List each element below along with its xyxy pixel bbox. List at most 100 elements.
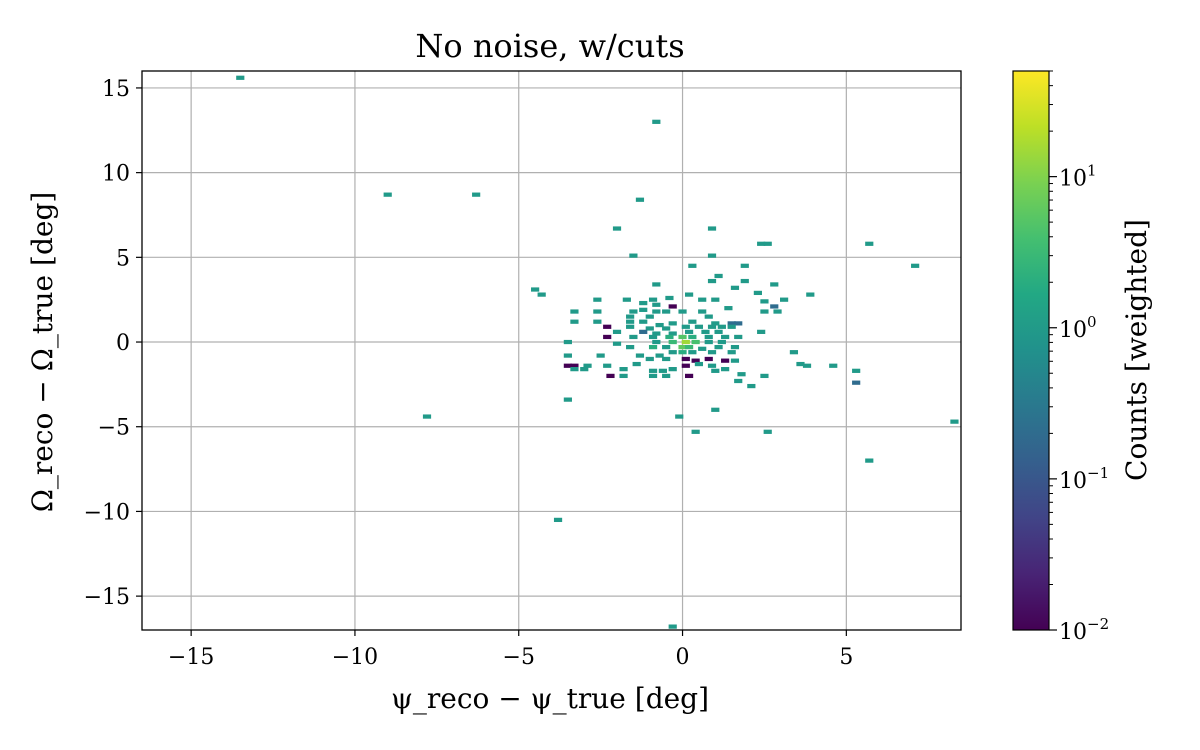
heatmap-bin xyxy=(704,356,713,362)
heatmap-bin xyxy=(626,344,635,350)
heatmap-bin xyxy=(691,429,700,434)
heatmap-bin xyxy=(747,383,756,389)
heatmap-bin xyxy=(730,358,740,363)
heatmap-bin xyxy=(721,334,730,340)
heatmap-bin xyxy=(603,334,612,340)
heatmap-bin xyxy=(668,624,677,629)
heatmap-bin xyxy=(724,306,733,311)
heatmap-bin xyxy=(639,329,648,334)
heatmap-bin xyxy=(612,341,622,346)
heatmap-bin xyxy=(648,344,658,350)
heatmap-bin xyxy=(678,350,687,355)
colorbar-label: Counts [weighted] xyxy=(1120,219,1153,481)
heatmap-bin xyxy=(711,407,720,412)
heatmap-bin xyxy=(681,356,690,362)
heatmap-bin xyxy=(648,297,658,302)
y-tick-label: 15 xyxy=(102,77,130,102)
heatmap-bin xyxy=(711,297,720,302)
heatmap-bin xyxy=(730,285,740,290)
heatmap-bin xyxy=(678,309,687,314)
heatmap-bin xyxy=(707,253,717,258)
heatmap-bin xyxy=(704,339,713,345)
plot-frame xyxy=(141,70,962,631)
y-tick-label: 10 xyxy=(102,162,130,187)
heatmap-bin xyxy=(714,344,723,350)
heatmap-bin xyxy=(639,319,648,324)
heatmap-bin xyxy=(681,324,690,329)
heatmap-bin xyxy=(740,263,749,268)
colorbar-tick-label: 100 xyxy=(1059,313,1097,343)
heatmap-bin xyxy=(770,304,779,309)
heatmap-bin xyxy=(727,350,736,355)
heatmap-bin xyxy=(780,297,789,302)
heatmap-bin xyxy=(740,278,749,284)
x-tick-label: −10 xyxy=(332,645,378,670)
heatmap-bins xyxy=(236,75,959,629)
heatmap-bin xyxy=(619,373,628,379)
y-tick-label: 0 xyxy=(116,331,130,356)
heatmap-bin xyxy=(707,226,717,231)
heatmap-bin xyxy=(721,358,730,363)
heatmap-bin xyxy=(662,373,671,379)
heatmap-bin xyxy=(678,334,687,340)
heatmap-bin xyxy=(537,292,546,297)
heatmap-bin xyxy=(612,226,622,231)
heatmap-bin xyxy=(662,309,671,314)
heatmap-bin xyxy=(698,297,707,302)
heatmap-bin xyxy=(852,368,861,373)
heatmap-bin xyxy=(829,363,838,368)
y-tick-label: −10 xyxy=(84,500,130,525)
heatmap-bin xyxy=(632,361,641,367)
y-tick-label: 5 xyxy=(116,246,130,271)
heatmap-bin xyxy=(606,373,615,379)
heatmap-bin xyxy=(629,334,638,340)
heatmap-bin xyxy=(714,329,723,334)
heatmap-bin xyxy=(806,292,815,297)
heatmap-bin xyxy=(763,241,772,246)
heatmap-bin xyxy=(655,322,664,328)
heatmap-bin xyxy=(694,324,704,329)
heatmap-bin xyxy=(950,419,959,424)
heatmap-bin xyxy=(593,309,602,314)
heatmap-bin xyxy=(639,300,648,306)
heatmap-bin xyxy=(629,309,638,314)
heatmap-bin xyxy=(757,241,766,246)
heatmap-bin xyxy=(757,329,766,334)
heatmap-bin xyxy=(645,356,654,362)
heatmap-bin xyxy=(707,350,717,355)
x-tick-label: −15 xyxy=(168,645,214,670)
heatmap-bin xyxy=(639,307,648,312)
heatmap-bin xyxy=(626,314,635,319)
heatmap-bin xyxy=(698,346,707,351)
y-tick-label: −15 xyxy=(84,585,130,610)
heatmap-bin xyxy=(684,344,694,350)
heatmap-bin xyxy=(553,517,563,523)
heatmap-bin xyxy=(688,334,697,340)
y-tick-label: −5 xyxy=(98,416,130,441)
heatmap-bin xyxy=(635,353,645,358)
heatmap-bin xyxy=(593,319,602,324)
heatmap-bin xyxy=(763,429,772,434)
heatmap-bin xyxy=(626,319,635,324)
heatmap-bin xyxy=(730,344,740,350)
heatmap-bin xyxy=(612,329,622,334)
colorbar-tick-label: 101 xyxy=(1059,162,1097,192)
heatmap-bin xyxy=(796,361,805,367)
heatmap-bin xyxy=(684,292,694,297)
chart-title: No noise, w/cuts xyxy=(415,27,684,65)
heatmap-bin xyxy=(704,334,713,340)
heatmap-bin xyxy=(662,344,671,350)
heatmap-bin xyxy=(737,372,746,377)
heatmap-bin xyxy=(580,367,589,372)
heatmap-bin xyxy=(717,339,726,345)
heatmap-bin xyxy=(236,75,245,80)
heatmap-bin xyxy=(865,458,874,463)
heatmap-bin xyxy=(668,331,677,336)
heatmap-bin xyxy=(668,321,677,326)
heatmap-bin xyxy=(701,329,710,334)
heatmap-bin xyxy=(668,339,677,345)
heatmap-bin xyxy=(688,350,697,355)
heatmap-bin xyxy=(662,326,671,331)
heatmap-bin xyxy=(648,334,658,340)
